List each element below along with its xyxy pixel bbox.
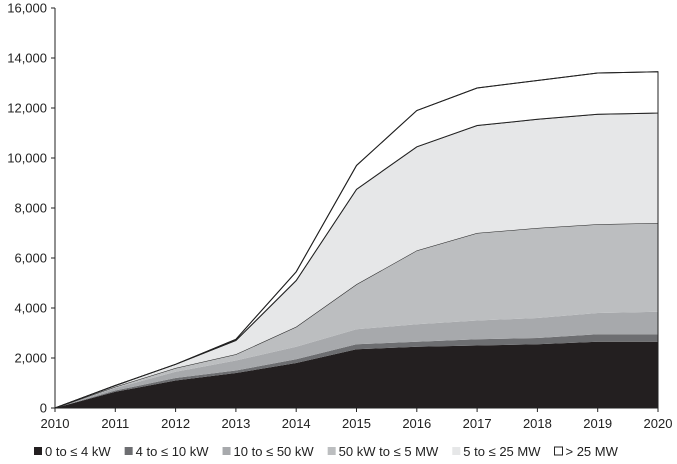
area-series-1 — [55, 341, 658, 408]
x-axis-ticks: 2010 2011 2012 2013 2014 2015 2016 2017 2018 2019… — [41, 408, 673, 431]
legend-swatch — [327, 447, 336, 455]
x-tick-label: 2013 — [221, 416, 250, 431]
legend-label: > 25 MW — [566, 444, 619, 459]
legend-swatch — [34, 447, 42, 455]
y-tick-label: 16,000 — [7, 1, 47, 16]
area-series-6-edge — [54, 71, 659, 409]
x-tick-label: 2018 — [523, 416, 552, 431]
legend-swatch — [554, 446, 563, 456]
y-tick-label: 8,000 — [14, 201, 47, 216]
x-tick-label: 2012 — [161, 416, 190, 431]
x-tick-label: 2019 — [583, 416, 612, 431]
legend-item: 10 to ≤ 50 kW — [222, 444, 315, 459]
legend-swatch — [124, 447, 133, 455]
legend-label: 50 kW to ≤ 5 MW — [339, 444, 439, 459]
area-series-2 — [55, 334, 658, 408]
legend-label: 5 to ≤ 25 MW — [463, 444, 541, 459]
y-tick-label: 14,000 — [7, 51, 47, 66]
x-tick-label: 2010 — [41, 416, 70, 431]
y-tick-label: 0 — [40, 401, 47, 416]
legend-label: 4 to ≤ 10 kW — [136, 444, 210, 459]
area-layers — [54, 71, 659, 409]
area-series-5 — [55, 113, 658, 408]
legend-label: 0 to ≤ 4 kW — [45, 444, 111, 459]
y-tick-label: 4,000 — [14, 301, 47, 316]
legend-item: 50 kW to ≤ 5 MW — [327, 444, 439, 459]
x-tick-label: 2014 — [282, 416, 311, 431]
y-tick-label: 12,000 — [7, 101, 47, 116]
y-axis-ticks: 0 2,000 4,000 6,000 8,000 10,000 12,000 14,000 1… — [7, 1, 55, 416]
legend-item: 5 to ≤ 25 MW — [452, 444, 541, 459]
legend-item: 4 to ≤ 10 kW — [124, 444, 210, 459]
area-series-3 — [55, 311, 658, 408]
legend: 0 to ≤ 4 kW 4 to ≤ 10 kW 10 to ≤ 50 kW 50 k… — [34, 444, 619, 459]
x-tick-label: 2015 — [342, 416, 371, 431]
x-tick-label: 2011 — [101, 416, 129, 431]
legend-item: > 25 MW — [554, 444, 619, 459]
x-tick-label: 2017 — [463, 416, 492, 431]
y-tick-label: 10,000 — [7, 151, 47, 166]
x-tick-label: 2020 — [644, 416, 673, 431]
x-tick-label: 2016 — [402, 416, 431, 431]
area-series-4 — [55, 223, 658, 408]
legend-label: 10 to ≤ 50 kW — [234, 444, 315, 459]
legend-swatch — [222, 447, 231, 455]
y-tick-label: 2,000 — [14, 351, 47, 366]
legend-swatch — [452, 447, 461, 455]
legend-item: 0 to ≤ 4 kW — [34, 444, 111, 459]
y-tick-label: 6,000 — [14, 251, 47, 266]
